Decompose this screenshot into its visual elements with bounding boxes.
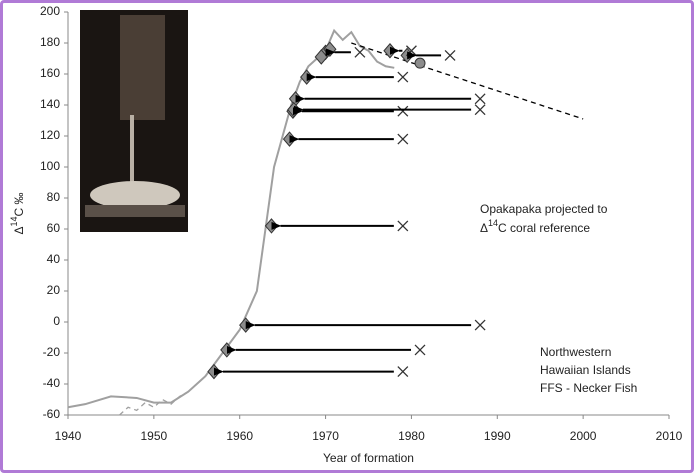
cross-point xyxy=(397,105,409,117)
cross-point xyxy=(397,220,409,232)
line xyxy=(351,42,584,120)
y-tick-label: -20 xyxy=(43,345,61,359)
annotation: Hawaiian Islands xyxy=(540,363,631,377)
circle-point xyxy=(414,57,426,69)
label-sup: 14 xyxy=(488,218,498,228)
y-tick-label: 160 xyxy=(40,66,60,80)
y-tick-label: -40 xyxy=(43,376,61,390)
y-tick-label: 20 xyxy=(47,283,61,297)
diamond-point xyxy=(300,69,314,85)
diamond-point xyxy=(239,317,253,333)
diamond-point xyxy=(207,363,221,380)
label-part: C coral reference xyxy=(498,221,590,235)
annotation: Northwestern xyxy=(540,345,611,359)
y-tick-label: 80 xyxy=(47,190,61,204)
diamond-point xyxy=(282,131,297,147)
cross-point xyxy=(474,319,486,331)
x-axis-label: Year of formation xyxy=(323,451,414,465)
cross-point xyxy=(474,104,486,116)
y-tick-label: -60 xyxy=(43,407,61,421)
annotation: Opakapaka projected to xyxy=(480,202,608,216)
cross-point xyxy=(414,344,426,356)
diamond-point xyxy=(314,49,328,65)
x-tick-label: 1960 xyxy=(226,429,253,443)
label-part: Δ xyxy=(480,221,488,235)
x-tick-label: 2010 xyxy=(656,429,683,443)
y-tick-label: 40 xyxy=(47,252,61,266)
cross-point xyxy=(444,49,456,61)
y-tick-label: 100 xyxy=(40,159,60,173)
diamond-point xyxy=(383,42,397,59)
cross-point xyxy=(397,366,409,378)
cross-point xyxy=(397,133,409,145)
photo xyxy=(80,10,188,232)
y-tick-label: 180 xyxy=(40,35,60,49)
y-tick-label: 200 xyxy=(40,4,60,18)
y-tick-label: 60 xyxy=(47,221,61,235)
label: Δ14C coral reference xyxy=(480,218,590,235)
label-part: Δ xyxy=(12,227,26,235)
diamond-point xyxy=(220,342,234,358)
label: Δ14C ‰ xyxy=(9,192,26,234)
cross-point xyxy=(474,93,486,105)
y-tick-label: 0 xyxy=(53,314,60,328)
cross-point xyxy=(397,71,409,83)
cross-point xyxy=(354,46,366,58)
y-tick-label: 120 xyxy=(40,128,60,142)
x-tick-label: 1990 xyxy=(484,429,511,443)
x-tick-label: 1950 xyxy=(141,429,168,443)
label-sup: 14 xyxy=(9,216,19,226)
line xyxy=(119,375,206,416)
annotation: FFS - Necker Fish xyxy=(540,381,637,395)
label-part: C ‰ xyxy=(12,192,26,216)
x-tick-label: 1980 xyxy=(398,429,425,443)
x-tick-label: 1970 xyxy=(312,429,339,443)
y-tick-label: 140 xyxy=(40,97,60,111)
line xyxy=(67,28,395,409)
x-tick-label: 2000 xyxy=(570,429,597,443)
x-tick-label: 1940 xyxy=(55,429,82,443)
